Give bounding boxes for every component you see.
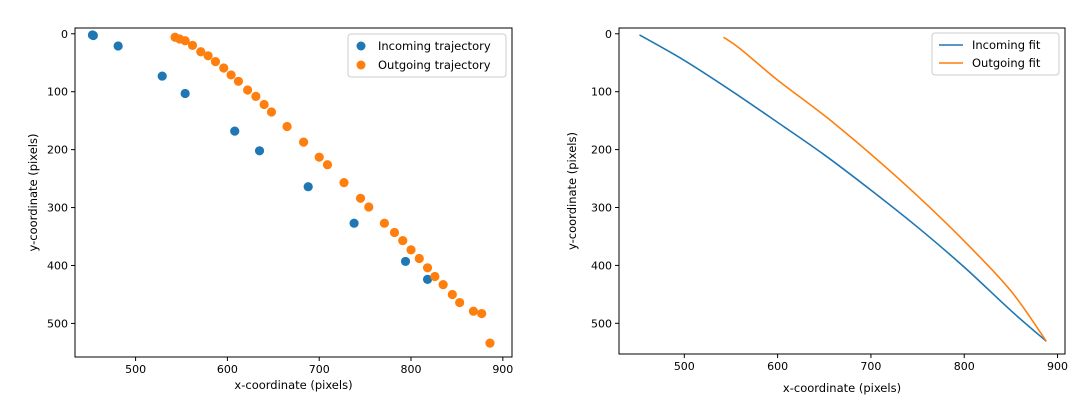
left-y-tick-label: 100 [47, 86, 68, 99]
incoming-trajectory-point [303, 182, 313, 192]
right-x-tick-label: 700 [860, 360, 881, 373]
right-y-tick-label: 300 [591, 202, 612, 215]
outgoing-trajectory-point [406, 245, 416, 255]
incoming-trajectory-point [88, 30, 98, 41]
right-x-axis-label: x-coordinate (pixels) [783, 381, 901, 395]
outgoing-trajectory-point [355, 193, 366, 203]
right-y-tick-label: 100 [591, 86, 612, 99]
left-x-tick-label: 500 [125, 363, 146, 376]
incoming-trajectory-point [254, 146, 265, 156]
outgoing-trajectory-point [485, 338, 495, 348]
outgoing-trajectory-point [203, 51, 213, 61]
left-chart: 500 600 700 800 900 0 100 200 300 400 500 x-coordi… [26, 27, 513, 392]
left-x-axis-label: x-coordinate (pixels) [234, 378, 352, 392]
left-y-tick-label: 500 [47, 317, 68, 330]
left-y-tick-label: 0 [61, 28, 68, 41]
right-y-tick-label: 400 [591, 259, 612, 272]
right-plot-frame [618, 27, 1066, 355]
outgoing-fit-line [723, 36, 1047, 342]
outgoing-trajectory-point [187, 40, 198, 50]
right-x-tick-label: 900 [1047, 360, 1068, 373]
outgoing-trajectory-point [226, 70, 236, 80]
outgoing-trajectory-point [219, 63, 229, 73]
legend-marker-incoming-trajectory [356, 41, 366, 51]
right-y-tick-label: 200 [591, 144, 612, 157]
right-legend: Incoming fit Outgoing fit [931, 32, 1060, 76]
left-plot-frame [74, 27, 513, 358]
right-legend-box [931, 32, 1060, 76]
left-y-tick-label: 300 [47, 202, 68, 215]
incoming-trajectory-point [230, 126, 240, 136]
outgoing-trajectory-point [422, 263, 433, 273]
outgoing-trajectory-point [468, 306, 479, 316]
left-y-tick-label: 200 [47, 144, 68, 157]
outgoing-trajectory-point [379, 218, 389, 228]
right-chart-marks [639, 34, 1047, 342]
right-y-tick-label: 0 [605, 28, 612, 41]
left-x-tick-label: 700 [309, 363, 330, 376]
legend-label-incoming-trajectory: Incoming trajectory [378, 39, 491, 53]
right-chart: 500 600 700 800 900 0 100 200 300 400 500 x-coordi… [565, 27, 1068, 395]
right-x-tick-label: 500 [674, 360, 695, 373]
left-legend-box [347, 33, 507, 78]
outgoing-trajectory-point [314, 152, 324, 162]
outgoing-trajectory-point [251, 91, 261, 101]
right-x-tick-label: 800 [954, 360, 975, 373]
legend-label-outgoing-fit: Outgoing fit [972, 56, 1041, 70]
right-y-tick-label: 500 [591, 317, 612, 330]
outgoing-trajectory-point [266, 107, 277, 117]
outgoing-trajectory-point [233, 76, 244, 86]
outgoing-trajectory-point [242, 85, 253, 95]
outgoing-trajectory-point [282, 121, 292, 132]
outgoing-trajectory-point [389, 227, 400, 238]
outgoing-trajectory-point [414, 253, 424, 264]
left-chart-marks [87, 30, 495, 348]
left-legend: Incoming trajectory Outgoing trajectory [347, 33, 507, 78]
outgoing-trajectory-point [477, 308, 487, 319]
legend-label-outgoing-trajectory: Outgoing trajectory [378, 58, 491, 72]
legend-label-incoming-fit: Incoming fit [972, 38, 1041, 52]
outgoing-trajectory-point [259, 99, 269, 110]
left-chart-ticks: 500 600 700 800 900 0 100 200 300 400 500 [47, 28, 513, 376]
incoming-trajectory-point [422, 274, 433, 284]
outgoing-trajectory-point [298, 137, 309, 147]
incoming-trajectory-point [349, 218, 359, 228]
outgoing-trajectory-point [210, 56, 221, 67]
outgoing-trajectory-point [196, 47, 206, 57]
outgoing-trajectory-point [438, 279, 448, 290]
outgoing-trajectory-point [455, 297, 465, 308]
outgoing-trajectory-point [447, 289, 457, 300]
left-y-tick-label: 400 [47, 259, 68, 272]
incoming-fit-line [639, 34, 1047, 342]
right-x-tick-label: 600 [767, 360, 788, 373]
outgoing-trajectory-point [398, 235, 408, 246]
outgoing-trajectory-point [430, 271, 440, 282]
incoming-trajectory-point [400, 256, 411, 267]
outgoing-trajectory-point [339, 178, 349, 188]
left-x-tick-label: 800 [401, 363, 422, 376]
left-x-tick-label: 900 [492, 363, 513, 376]
legend-marker-outgoing-trajectory [356, 60, 366, 70]
right-chart-ticks: 500 600 700 800 900 0 100 200 300 400 500 [591, 28, 1068, 373]
outgoing-trajectory-point [180, 36, 190, 46]
outgoing-trajectory-point [364, 202, 374, 212]
incoming-trajectory-point [180, 88, 190, 99]
incoming-trajectory-point [157, 71, 167, 81]
left-x-tick-label: 600 [217, 363, 238, 376]
left-y-axis-label: y-coordinate (pixels) [26, 134, 40, 252]
outgoing-trajectory-point [322, 160, 333, 170]
right-y-axis-label: y-coordinate (pixels) [565, 132, 579, 250]
incoming-trajectory-point [113, 41, 123, 51]
